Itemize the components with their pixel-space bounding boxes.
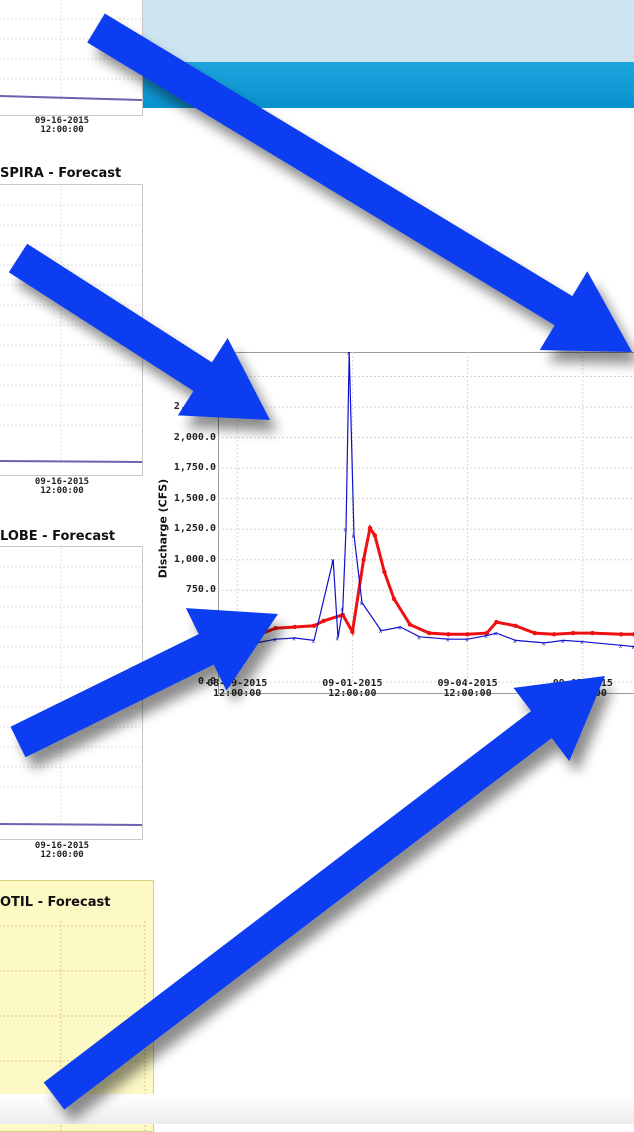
observed-point [571,631,575,635]
mini-tick-3: 09-16-2015 12:00:00 [22,842,102,860]
observed-point [350,630,354,634]
mini-tick-1-time: 12:00:00 [22,126,102,135]
mini-chart-panel-3 [0,546,143,840]
mini-chart-title-otil: OTIL - Forecast [0,895,110,910]
mini-chart-series [0,461,142,462]
forecast-point: x [484,633,488,640]
x-tick-time: 12:00:00 [543,689,623,699]
forecast-point: x [312,638,316,645]
discharge-chart: xxxxxxxxxxxxxxxxxxxxxxxxxx [218,352,634,694]
forecast-point: x [494,631,498,638]
observed-point [312,624,316,628]
forecast-point: x [235,642,239,649]
observed-point [619,632,623,636]
forecast-point: x [398,625,402,632]
forecast-point: x [446,637,450,644]
forecast-point: x [465,637,469,644]
mini-chart-title-lobe: LOBE - Forecast [0,529,115,544]
observed-point [254,633,258,637]
observed-point [590,631,594,635]
forecast-point: x [344,527,348,534]
forecast-point: x [561,638,565,645]
y-tick-label: 2,250.0 [160,401,216,412]
observed-point [513,624,517,628]
mini-chart-series [0,824,142,825]
forecast-point: x [379,628,383,635]
forecast-point: x [360,600,364,607]
forecast-point: x [254,640,258,647]
observed-point [408,622,412,626]
mini-chart-grid [0,547,142,839]
mini-chart-panel-2 [0,184,143,476]
y-tick-label: 2,500.0 [160,370,216,381]
forecast-point: x [619,643,623,650]
mini-tick-1: 09-16-2015 12:00:00 [22,117,102,135]
mini-chart-grid [0,185,142,475]
forecast-point: x [513,638,517,645]
forecast-point: x [417,634,421,641]
forecast-point: x [273,637,277,644]
x-tick-time: 12:00:00 [197,689,277,699]
observed-point [361,558,365,562]
observed-point [373,533,377,537]
observed-point [382,570,386,574]
mini-chart-series [0,96,142,100]
mini-tick-2-time: 12:00:00 [22,487,102,496]
mini-chart-panel-1 [0,0,143,116]
forecast-point: x [292,636,296,643]
y-axis-label: Discharge (CFS) [157,464,170,594]
observed-point [427,631,431,635]
observed-point [321,619,325,623]
observed-point [533,631,537,635]
mini-chart-title-spira: SPIRA - Forecast [0,166,121,181]
observed-point [368,526,372,530]
observed-point [494,620,498,624]
forecast-point: x [580,639,584,646]
header-band-dark [143,62,634,108]
y-tick-label: 2,000.0 [160,432,216,443]
forecast-point: x [331,557,335,564]
plot-background [219,353,634,694]
observed-point [273,626,277,630]
mini-chart-grid [0,0,142,115]
header-band-light [143,0,634,62]
mini-tick-2: 09-16-2015 12:00:00 [22,478,102,496]
forecast-point: x [336,636,340,643]
x-tick-time: 12:00:00 [312,689,392,699]
forecast-point: x [352,533,356,540]
bottom-shade [0,1094,634,1124]
observed-point [293,625,297,629]
forecast-point: x [542,640,546,647]
observed-point [392,597,396,601]
forecast-point: x [340,606,344,613]
forecast-point: x [347,352,351,357]
x-tick-time: 12:00:00 [428,689,508,699]
observed-point [552,632,556,636]
mini-tick-3-time: 12:00:00 [22,851,102,860]
